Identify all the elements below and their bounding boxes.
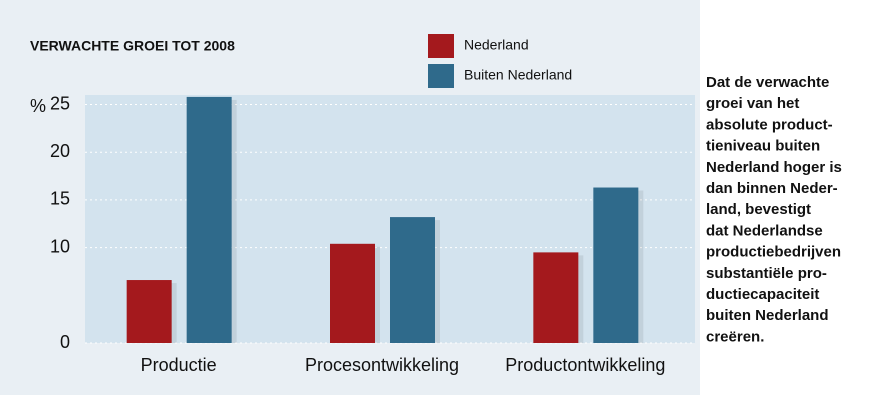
- sidebar-line: dat Nederlandse: [706, 222, 823, 239]
- y-tick-label: 0: [60, 332, 70, 352]
- chart-title: VERWACHTE GROEI TOT 2008: [30, 38, 235, 54]
- x-tick-label: Productie: [141, 355, 217, 375]
- sidebar-line: absolute product-: [706, 116, 833, 133]
- sidebar-line: creëren.: [706, 328, 764, 345]
- y-tick-label: 10: [50, 236, 70, 256]
- y-unit: %: [30, 96, 46, 116]
- bar: [186, 96, 232, 344]
- sidebar-line: productiebedrijven: [706, 244, 841, 261]
- bar: [390, 217, 435, 343]
- legend-swatch: [428, 34, 454, 58]
- legend-swatch: [428, 64, 454, 88]
- legend-label: Nederland: [464, 37, 529, 53]
- sidebar-line: substantiële pro-: [706, 265, 827, 282]
- sidebar-line: Nederland hoger is: [706, 159, 842, 176]
- legend-label: Buiten Nederland: [464, 67, 572, 83]
- y-tick-label: 15: [50, 189, 70, 209]
- y-tick-label: 20: [50, 141, 70, 161]
- bar: [126, 280, 172, 343]
- bar: [593, 187, 639, 343]
- x-tick-label: Procesontwikkeling: [305, 355, 459, 375]
- y-tick-label: 25: [50, 93, 70, 113]
- sidebar-line: buiten Nederland: [706, 307, 829, 324]
- sidebar-line: ductiecapaciteit: [706, 286, 819, 303]
- bar: [533, 252, 579, 343]
- bar: [330, 243, 375, 343]
- sidebar-line: dan binnen Neder-: [706, 180, 838, 197]
- x-tick-label: Productontwikkeling: [505, 355, 665, 375]
- sidebar-line: Dat de verwachte: [706, 74, 829, 91]
- sidebar-line: tieniveau buiten: [706, 138, 820, 155]
- sidebar-line: land, bevestigt: [706, 201, 811, 218]
- sidebar-line: groei van het: [706, 95, 799, 112]
